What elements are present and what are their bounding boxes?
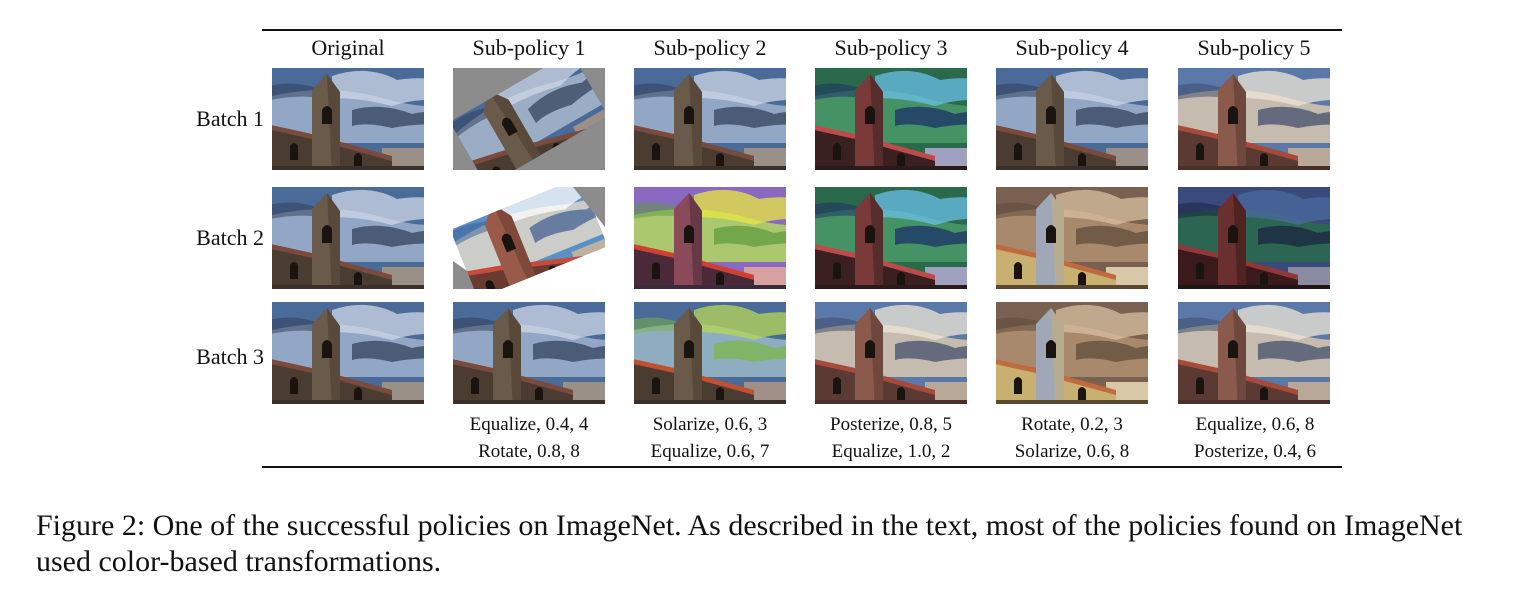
augmented-image <box>996 302 1148 404</box>
sub-policy-5-ops: Equalize, 0.6, 8 Posterize, 0.4, 6 <box>1170 411 1340 465</box>
augmented-image <box>634 68 786 170</box>
column-header-sub-policy-1: Sub-policy 1 <box>472 35 586 60</box>
row-header-batch-1: Batch 1 <box>196 106 264 131</box>
augmented-image <box>815 187 967 289</box>
sub-policy-3-op2: Equalize, 1.0, 2 <box>831 441 951 462</box>
augmented-image <box>453 302 605 404</box>
column-header-sub-policy-4: Sub-policy 4 <box>1015 35 1129 60</box>
augmented-image <box>1178 187 1330 289</box>
sub-policy-3-ops: Posterize, 0.8, 5 Equalize, 1.0, 2 <box>806 411 976 465</box>
augmented-image <box>996 68 1148 170</box>
augmented-image <box>272 68 424 170</box>
sub-policy-4-op2: Solarize, 0.6, 8 <box>1014 441 1130 462</box>
table-top-rule <box>262 29 1342 31</box>
augmented-image <box>996 187 1148 289</box>
augmented-image <box>1178 68 1330 170</box>
column-header-sub-policy-5: Sub-policy 5 <box>1197 35 1311 60</box>
sub-policy-4-ops: Rotate, 0.2, 3 Solarize, 0.6, 8 <box>987 411 1157 465</box>
sub-policy-1-ops: Equalize, 0.4, 4 Rotate, 0.8, 8 <box>444 411 614 465</box>
sub-policy-1-op2: Rotate, 0.8, 8 <box>478 441 580 462</box>
augmented-image <box>815 68 967 170</box>
row-header-batch-2: Batch 2 <box>196 225 264 250</box>
sub-policy-3-op1: Posterize, 0.8, 5 <box>830 414 952 435</box>
augmented-image <box>453 68 605 170</box>
column-header-sub-policy-3: Sub-policy 3 <box>834 35 948 60</box>
column-header-original: Original <box>311 35 385 60</box>
augmented-image <box>453 187 605 289</box>
column-header-sub-policy-2: Sub-policy 2 <box>653 35 767 60</box>
table-bottom-rule <box>262 466 1342 468</box>
augmented-image <box>815 302 967 404</box>
sub-policy-2-ops: Solarize, 0.6, 3 Equalize, 0.6, 7 <box>625 411 795 465</box>
sub-policy-1-op1: Equalize, 0.4, 4 <box>469 414 589 435</box>
augmented-image <box>634 302 786 404</box>
augmented-image <box>272 302 424 404</box>
augmented-image <box>634 187 786 289</box>
augmented-image <box>272 187 424 289</box>
figure-caption: Figure 2: One of the successful policies… <box>36 509 1463 578</box>
sub-policy-2-op2: Equalize, 0.6, 7 <box>650 441 770 462</box>
row-header-batch-3: Batch 3 <box>196 344 264 369</box>
sub-policy-5-op1: Equalize, 0.6, 8 <box>1195 414 1315 435</box>
sub-policy-2-op1: Solarize, 0.6, 3 <box>652 414 768 435</box>
augmented-image <box>1178 302 1330 404</box>
sub-policy-4-op1: Rotate, 0.2, 3 <box>1021 414 1123 435</box>
sub-policy-5-op2: Posterize, 0.4, 6 <box>1194 441 1316 462</box>
